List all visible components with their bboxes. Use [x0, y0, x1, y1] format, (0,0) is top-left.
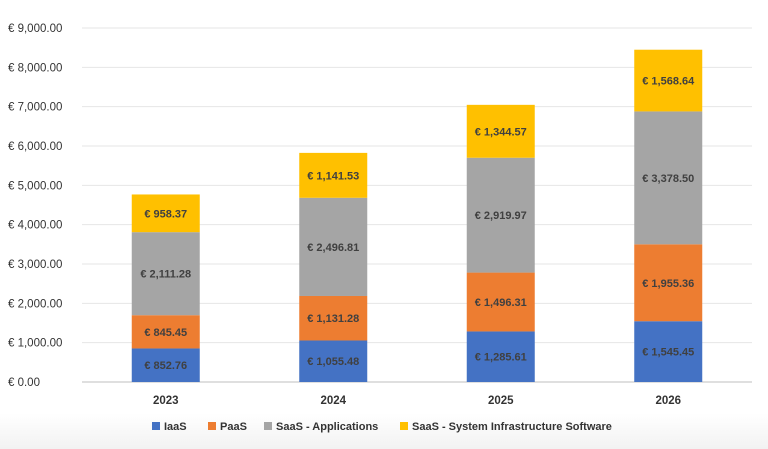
x-tick-label: 2026	[655, 395, 681, 407]
x-tick-label: 2023	[153, 395, 179, 407]
y-tick-label: € 8,000.00	[8, 62, 62, 74]
bar-segment-saas-system-infrastructure-software	[299, 152, 368, 198]
data-label: € 1,344.57	[475, 126, 527, 138]
legend-label: SaaS - System Infrastructure Software	[412, 421, 612, 433]
legend-label: SaaS - Applications	[276, 421, 378, 433]
bar-segment-paas	[299, 295, 368, 341]
data-label: € 852.76	[144, 360, 187, 372]
data-label: € 1,568.64	[642, 76, 695, 88]
x-tick-label: 2025	[488, 395, 514, 407]
y-tick-label: € 0.00	[8, 377, 40, 389]
y-tick-label: € 7,000.00	[8, 102, 62, 114]
legend-swatch	[152, 422, 160, 430]
y-tick-label: € 2,000.00	[8, 298, 62, 310]
bar-segment-saas-applications	[634, 111, 703, 245]
y-tick-label: € 9,000.00	[8, 23, 62, 35]
y-tick-label: € 3,000.00	[8, 259, 62, 271]
bar-segment-iaas	[466, 331, 535, 382]
bar-segment-iaas	[299, 340, 368, 382]
bar-segment-paas	[131, 315, 200, 349]
data-label: € 2,111.28	[140, 269, 191, 281]
data-label: € 1,545.45	[642, 347, 694, 359]
y-tick-label: € 1,000.00	[8, 338, 62, 350]
data-label: € 2,496.81	[307, 242, 359, 254]
bar-segment-paas	[466, 272, 535, 332]
bar-segment-iaas	[131, 348, 200, 382]
legend-label: PaaS	[220, 421, 247, 433]
bar-segment-saas-applications	[466, 157, 535, 273]
data-label: € 845.45	[144, 327, 187, 339]
y-tick-label: € 6,000.00	[8, 141, 62, 153]
data-label: € 1,496.31	[475, 297, 527, 309]
bar-segment-saas-applications	[131, 232, 200, 316]
bar-segment-saas-applications	[299, 197, 368, 296]
data-label: € 1,055.48	[307, 356, 359, 368]
data-label: € 1,141.53	[307, 170, 359, 182]
data-label: € 3,378.50	[642, 173, 694, 185]
y-tick-label: € 4,000.00	[8, 220, 62, 232]
bar-segment-saas-system-infrastructure-software	[466, 104, 535, 158]
data-label: € 1,285.61	[475, 352, 527, 364]
legend-swatch	[264, 422, 272, 430]
bar-segment-paas	[634, 244, 703, 322]
data-label: € 2,919.97	[475, 210, 527, 222]
data-label: € 1,131.28	[307, 313, 359, 325]
y-tick-label: € 5,000.00	[8, 180, 62, 192]
legend-label: IaaS	[164, 421, 187, 433]
x-tick-label: 2024	[320, 395, 346, 407]
bar-segment-iaas	[634, 321, 703, 382]
data-label: € 958.37	[144, 208, 187, 220]
legend-swatch	[400, 422, 408, 430]
data-label: € 1,955.36	[642, 278, 694, 290]
bar-segment-saas-system-infrastructure-software	[634, 49, 703, 112]
legend-swatch	[208, 422, 216, 430]
bar-segment-saas-system-infrastructure-software	[131, 194, 200, 233]
